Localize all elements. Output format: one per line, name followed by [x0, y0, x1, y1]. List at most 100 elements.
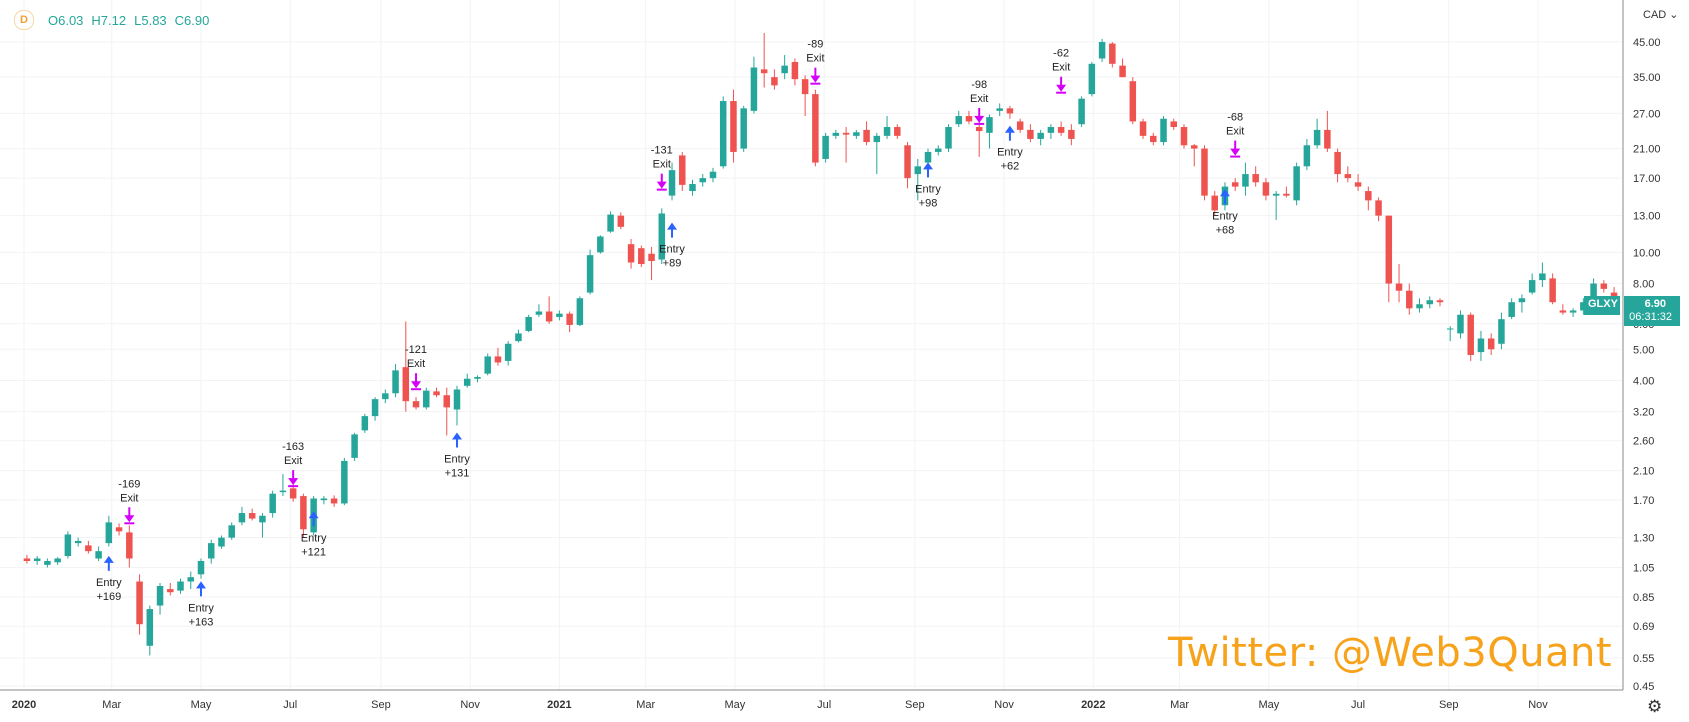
- price-tick-label: 45.00: [1633, 37, 1661, 49]
- candle-body: [412, 401, 420, 408]
- candle-body: [1365, 191, 1372, 201]
- currency-label: CAD: [1643, 9, 1667, 21]
- entry-arrow-head-icon: [103, 555, 114, 563]
- candle-body: [156, 585, 164, 606]
- candle-body: [197, 561, 205, 575]
- candle-body: [719, 101, 727, 167]
- candle-body: [1201, 148, 1208, 196]
- price-tick-label: 0.69: [1633, 621, 1654, 633]
- candle-body: [1057, 127, 1065, 133]
- candle-body: [289, 488, 297, 499]
- price-tick-label: 8.00: [1633, 279, 1654, 291]
- candle-body: [648, 253, 655, 261]
- exit-label: Exit: [1052, 62, 1070, 74]
- candle-body: [668, 170, 676, 196]
- candle-body: [617, 215, 625, 227]
- candle-body: [1395, 283, 1403, 291]
- candle-body: [1262, 182, 1270, 196]
- bar-countdown: 06:31:32: [1629, 311, 1672, 323]
- exit-label: Exit: [1226, 126, 1244, 138]
- candle-body: [955, 116, 962, 125]
- candle-body: [1088, 63, 1096, 95]
- time-tick-label: Sep: [371, 699, 391, 711]
- entry-label: Entry: [997, 147, 1023, 159]
- candle-body: [1528, 280, 1536, 293]
- candle-body: [730, 101, 737, 152]
- candle-body: [545, 311, 553, 322]
- entry-label: Entry: [444, 453, 470, 465]
- price-axis[interactable]: 45.0035.0027.0021.0017.0013.0010.008.006…: [1633, 37, 1661, 693]
- candle-body: [863, 129, 870, 143]
- candle-body: [95, 551, 102, 559]
- time-axis[interactable]: 2020 Mar May Jul Sep Nov 2021 Mar May Jul Sep Nov 20…: [12, 699, 1549, 711]
- candle-body: [1272, 193, 1280, 196]
- candle-body: [341, 460, 348, 504]
- candle-body: [924, 151, 932, 163]
- candle-body: [54, 558, 61, 563]
- signals-layer: Entry +169 Exit -169 Entry +163 Exit -163 Entry +…: [96, 39, 1244, 629]
- exit-arrow-head-icon: [656, 181, 667, 189]
- price-tick-label: 0.45: [1633, 681, 1654, 693]
- gear-icon[interactable]: ⚙: [1647, 697, 1663, 716]
- candle-body: [504, 343, 512, 361]
- candle-body: [699, 178, 706, 183]
- candle-body: [1385, 215, 1393, 284]
- exit-label: Exit: [120, 492, 138, 504]
- candle-body: [638, 248, 645, 264]
- candle-body: [146, 609, 154, 646]
- candle-body: [115, 527, 123, 532]
- time-tick-label: Mar: [636, 699, 655, 711]
- time-tick-label: Mar: [1170, 699, 1189, 711]
- candle-body: [1590, 283, 1597, 301]
- exit-value: -163: [282, 441, 304, 453]
- candle-body: [392, 370, 399, 394]
- price-tick-label: 27.00: [1633, 108, 1661, 120]
- close-value: C6.90: [174, 12, 210, 28]
- exit-label: Exit: [284, 455, 302, 467]
- candle-body: [1190, 145, 1198, 149]
- time-tick-label: 2022: [1081, 699, 1105, 711]
- candle-body: [873, 135, 881, 143]
- exit-arrow-head-icon: [411, 381, 422, 389]
- candle-body: [1303, 145, 1311, 167]
- candle-body: [1334, 151, 1341, 175]
- candle-body: [822, 135, 829, 159]
- grid-layer: [0, 0, 1622, 690]
- candle-body: [996, 108, 1003, 111]
- candle-body: [556, 313, 563, 317]
- candle-body: [1293, 166, 1300, 201]
- entry-label: Entry: [1212, 210, 1238, 222]
- candle-body: [1098, 42, 1106, 59]
- candle-body: [228, 525, 235, 538]
- candle-body: [1180, 127, 1188, 146]
- time-tick-label: 2020: [12, 699, 36, 711]
- entry-arrow-head-icon: [308, 511, 319, 519]
- exit-label: Exit: [806, 53, 824, 65]
- candle-body: [535, 311, 543, 315]
- currency-selector[interactable]: CAD ⌄: [1643, 8, 1679, 21]
- exit-value: -98: [971, 79, 987, 91]
- candle-body: [607, 214, 614, 232]
- time-tick-label: 2021: [547, 699, 571, 711]
- candle-body: [658, 213, 666, 260]
- candle-body: [975, 127, 983, 132]
- candle-body: [904, 145, 911, 179]
- time-tick-label: Mar: [102, 699, 121, 711]
- candle-body: [474, 377, 481, 379]
- candle-body: [1426, 300, 1434, 305]
- symbol-tag: GLXY: [1584, 296, 1620, 315]
- price-tick-label: 0.85: [1633, 592, 1654, 604]
- ohlc-legend: D O6.03 H7.12 L5.83 C6.90: [14, 10, 217, 30]
- open-value: O6.03: [48, 12, 84, 28]
- time-tick-label: Jul: [1351, 699, 1365, 711]
- candle-body: [1324, 129, 1331, 149]
- candle-body: [883, 127, 891, 136]
- candle-body: [23, 558, 31, 562]
- candle-body: [64, 534, 72, 557]
- candle-body: [781, 65, 788, 74]
- price-tick-label: 3.20: [1633, 407, 1654, 419]
- time-tick-label: May: [725, 699, 746, 711]
- interval-badge[interactable]: D: [14, 10, 34, 30]
